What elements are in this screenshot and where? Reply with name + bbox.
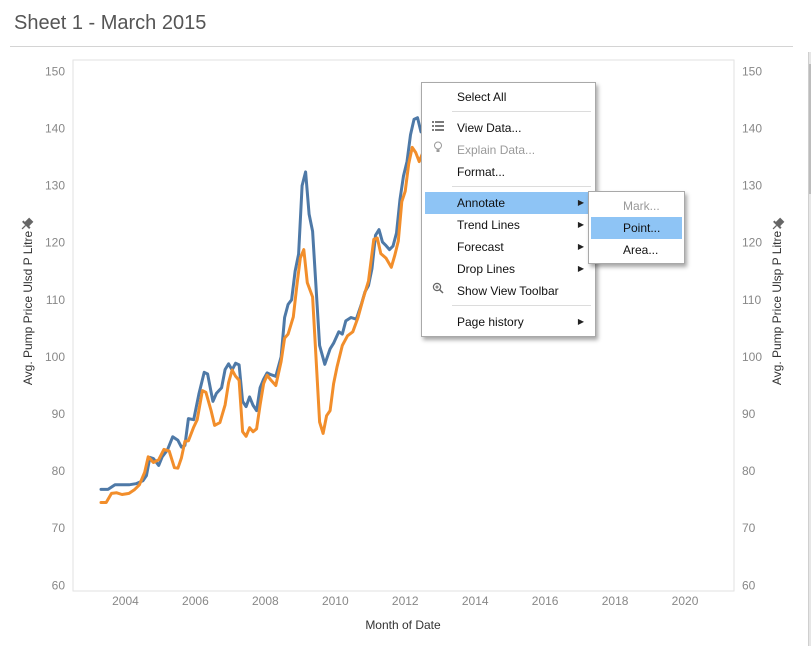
series-line-orange[interactable] <box>99 116 460 504</box>
x-tick-label: 2006 <box>182 594 209 608</box>
y-axis-right: 60 70 80 90 100 110 120 130 140 150 <box>742 64 762 592</box>
menu-item-trend-lines[interactable]: Trend Lines ▶ <box>425 214 592 236</box>
y-tick-label-right: 140 <box>742 122 762 136</box>
menu-item-label: Explain Data... <box>457 143 536 157</box>
title-divider <box>10 46 793 47</box>
lightbulb-icon <box>431 139 445 161</box>
y-tick-label-left: 60 <box>52 578 66 592</box>
x-tick-label: 2020 <box>672 594 699 608</box>
x-axis: 2004 2006 2008 2010 2012 2014 2016 2018 2020 <box>112 594 699 608</box>
vertical-scrollbar[interactable] <box>808 52 811 646</box>
menu-item-label: Select All <box>457 90 507 104</box>
y-tick-label-left: 140 <box>45 122 65 136</box>
menu-item-select-all[interactable]: Select All <box>425 86 592 108</box>
submenu-item-label: Area... <box>623 243 659 257</box>
submenu-arrow-icon: ▶ <box>577 317 584 326</box>
menu-item-show-view-toolbar[interactable]: Show View Toolbar <box>425 280 592 302</box>
pin-icon-left[interactable] <box>19 216 35 232</box>
scrollbar-thumb[interactable] <box>809 64 811 194</box>
x-axis-title: Month of Date <box>365 618 441 632</box>
menu-separator <box>452 186 591 187</box>
y-tick-label-left: 100 <box>45 350 65 364</box>
y-tick-label-left: 120 <box>45 236 65 250</box>
menu-item-annotate[interactable]: Annotate ▶ <box>425 192 592 214</box>
menu-item-page-history[interactable]: Page history ▶ <box>425 311 592 333</box>
y-tick-label-right: 100 <box>742 350 762 364</box>
submenu-arrow-icon: ▶ <box>577 198 584 207</box>
y-axis-title-left: Avg. Pump Price Ulsd P Litre <box>21 231 35 386</box>
submenu-item-area[interactable]: Area... <box>591 239 682 261</box>
y-tick-label-left: 110 <box>46 293 65 307</box>
pin-icon-right[interactable] <box>770 216 786 232</box>
menu-item-forecast[interactable]: Forecast ▶ <box>425 236 592 258</box>
menu-item-explain-data[interactable]: Explain Data... <box>425 139 592 161</box>
menu-item-label: Format... <box>457 165 506 179</box>
menu-item-label: Trend Lines <box>457 218 520 232</box>
x-tick-label: 2016 <box>532 594 559 608</box>
y-tick-label-left: 90 <box>52 407 66 421</box>
series-line-blue[interactable] <box>99 82 456 491</box>
menu-item-label: Drop Lines <box>457 262 516 276</box>
y-tick-label-right: 60 <box>742 578 756 592</box>
y-tick-label-left: 130 <box>45 179 65 193</box>
menu-item-label: Show View Toolbar <box>457 284 559 298</box>
zoom-icon <box>431 280 445 302</box>
x-tick-label: 2014 <box>462 594 489 608</box>
sheet-title: Sheet 1 - March 2015 <box>14 12 207 34</box>
context-menu[interactable]: Select All View Data... Explain Data... … <box>421 82 596 337</box>
submenu-arrow-icon: ▶ <box>577 242 584 251</box>
menu-item-label: View Data... <box>457 121 522 135</box>
x-tick-label: 2018 <box>602 594 629 608</box>
series-layer[interactable] <box>99 82 460 504</box>
y-tick-label-left: 80 <box>52 464 66 478</box>
submenu-item-point[interactable]: Point... <box>591 217 682 239</box>
y-axis-title-right: Avg. Pump Price Ulsp P Litre <box>770 231 784 386</box>
submenu-arrow-icon: ▶ <box>577 264 584 273</box>
menu-item-format[interactable]: Format... <box>425 161 592 183</box>
y-tick-label-left: 150 <box>45 64 65 78</box>
x-tick-label: 2010 <box>322 594 349 608</box>
y-tick-label-right: 90 <box>742 407 756 421</box>
menu-item-label: Forecast <box>457 240 504 254</box>
table-icon <box>431 117 445 139</box>
menu-separator <box>452 111 591 112</box>
annotate-submenu[interactable]: Mark... Point... Area... <box>588 191 685 264</box>
y-tick-label-right: 70 <box>742 521 756 535</box>
submenu-item-mark[interactable]: Mark... <box>591 195 682 217</box>
submenu-item-label: Point... <box>623 221 661 235</box>
y-tick-label-right: 150 <box>742 64 762 78</box>
y-tick-label-right: 80 <box>742 464 756 478</box>
menu-item-label: Annotate <box>457 196 506 210</box>
submenu-item-label: Mark... <box>623 199 660 213</box>
menu-separator <box>452 305 591 306</box>
menu-item-label: Page history <box>457 315 524 329</box>
menu-item-view-data[interactable]: View Data... <box>425 117 592 139</box>
x-tick-label: 2008 <box>252 594 279 608</box>
submenu-arrow-icon: ▶ <box>577 220 584 229</box>
y-axis-left: 60 70 80 90 100 110 120 130 140 150 <box>45 64 65 592</box>
x-tick-label: 2012 <box>392 594 419 608</box>
y-tick-label-right: 110 <box>742 293 761 307</box>
plot-area[interactable] <box>72 59 735 592</box>
y-tick-label-left: 70 <box>52 521 66 535</box>
x-tick-label: 2004 <box>112 594 139 608</box>
y-tick-label-right: 130 <box>742 179 762 193</box>
menu-item-drop-lines[interactable]: Drop Lines ▶ <box>425 258 592 280</box>
y-tick-label-right: 120 <box>742 236 762 250</box>
